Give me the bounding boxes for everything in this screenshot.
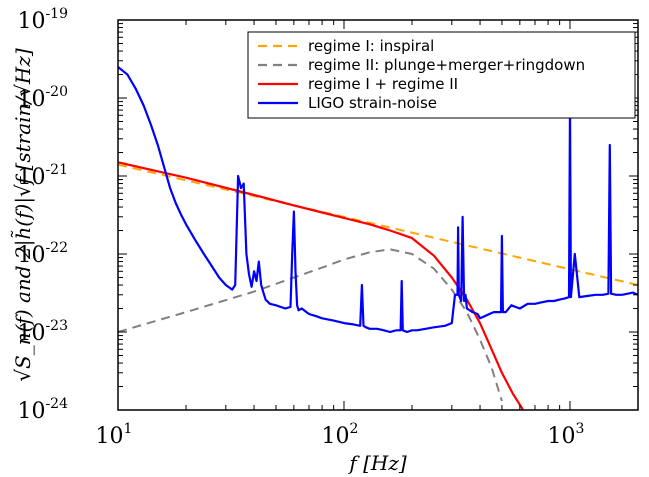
series-line-ligo-strain-noise: [118, 66, 638, 334]
y-tick-label: 10-24: [17, 396, 68, 424]
plot-frame: [117, 19, 639, 411]
legend-box: [247, 31, 636, 119]
series-line-regime-i-regime-ii: [118, 161, 525, 410]
series-line-regime-i-inspiral: [118, 163, 638, 286]
x-axis-label: f [Hz]: [347, 451, 407, 475]
legend-label-ligo-strain-noise: LIGO strain-noise: [308, 94, 437, 112]
x-tick-label: 103: [548, 421, 585, 449]
y-tick-label: 10-19: [17, 6, 68, 34]
y-axis-label: √S_n(f) and 2|h̃(f)|√f [strain/√Hz]: [11, 48, 36, 382]
y-tick-label: 10-20: [17, 84, 68, 112]
series-layer: [118, 66, 638, 410]
legend-label-regime-ii-plunge-merger-ringdown: regime II: plunge+merger+ringdown: [308, 56, 585, 74]
legend-label-regime-i-regime-ii: regime I + regime II: [308, 75, 458, 93]
legend-label-regime-i-inspiral: regime I: inspiral: [308, 37, 434, 55]
x-tick-label: 101: [96, 421, 133, 449]
x-tick-label: 102: [322, 421, 359, 449]
series-line-regime-ii-plunge-merger-ringdown: [118, 248, 503, 402]
